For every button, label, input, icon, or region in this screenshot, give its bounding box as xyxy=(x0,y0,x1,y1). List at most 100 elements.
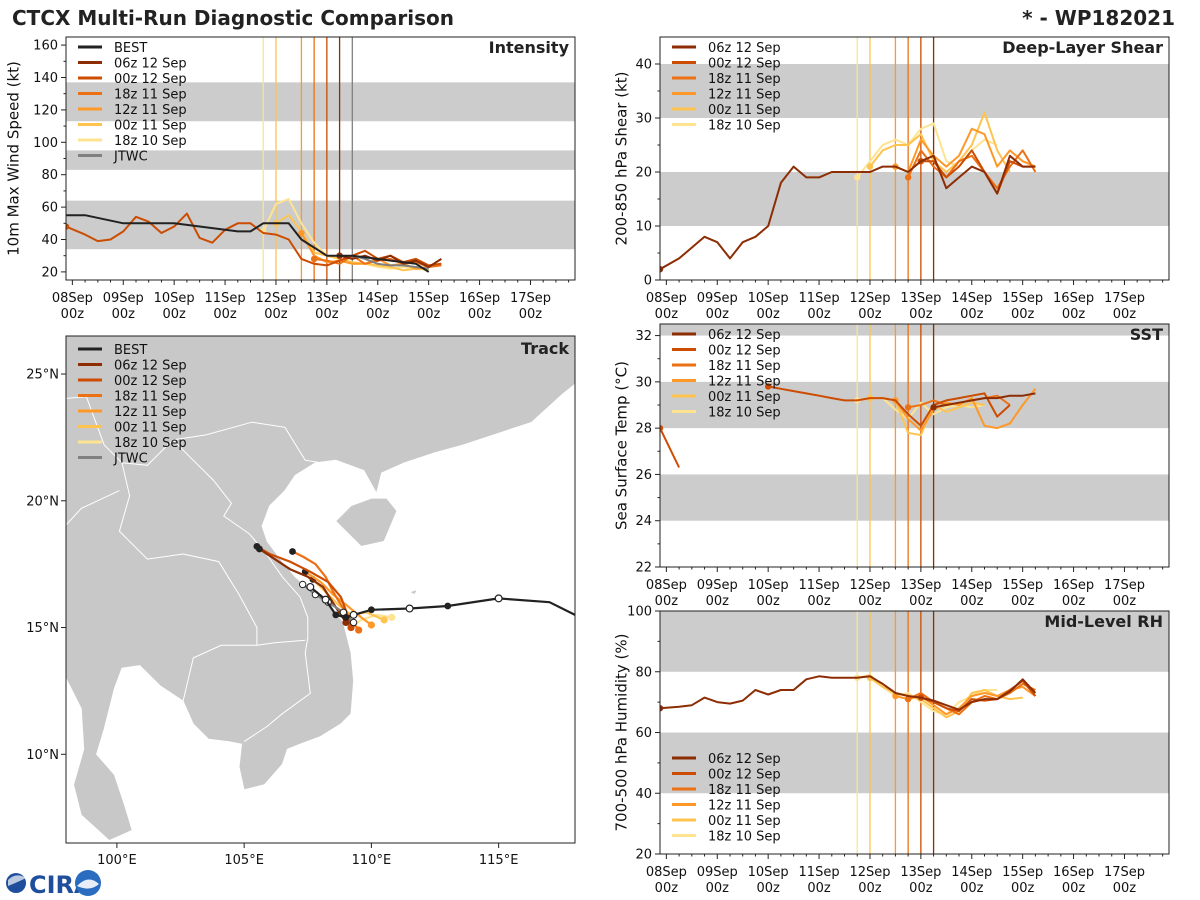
intensity-xtick-label: 16Sep xyxy=(459,291,500,306)
shear-plot-area xyxy=(660,37,1169,280)
track-legend-label-best: BEST xyxy=(114,343,147,358)
track-end-point-06z-12-sep xyxy=(256,545,263,553)
intensity-series-jtwc xyxy=(352,254,429,270)
intensity-ytick-label: 20 xyxy=(41,265,58,280)
border-cambodia xyxy=(182,639,306,702)
sst-frame xyxy=(659,323,1170,568)
intensity-legend-label-jtwc: JTWC xyxy=(113,150,148,165)
sst-xtick-label: 00z xyxy=(706,594,730,609)
track-xtick-label: 110°E xyxy=(352,853,392,868)
rh-xtick-label: 12Sep xyxy=(849,865,890,880)
intensity-ytick-label: 140 xyxy=(33,71,58,86)
track-ytick-label: 25°N xyxy=(26,368,59,383)
track-legend-label-18z-10-sep: 18z 10 Sep xyxy=(114,436,187,451)
track-best-point-hollow xyxy=(306,582,315,591)
rh-xtick-label: 00z xyxy=(1011,881,1035,896)
intensity-xtick-label: 08Sep xyxy=(52,291,93,306)
rh-xtick-label: 00z xyxy=(756,881,780,896)
intensity-xtick-label: 00z xyxy=(366,307,390,322)
shear-frame xyxy=(659,36,1170,281)
rh-title: Mid-Level RH xyxy=(1044,612,1163,631)
shear-xtick-label: 00z xyxy=(1062,307,1086,322)
sst-band xyxy=(660,474,1169,521)
shear-xtick-label: 00z xyxy=(1011,307,1035,322)
shear-xtick-label: 00z xyxy=(706,307,730,322)
track-series-12z-11-sep xyxy=(304,570,373,626)
land-mainland xyxy=(66,336,575,841)
intensity-legend-label-00z-11-sep: 00z 11 Sep xyxy=(114,119,187,134)
shear-legend-label-00z-11-sep: 00z 11 Sep xyxy=(708,103,781,118)
sst-xtick-label: 00z xyxy=(909,594,933,609)
sst-legend-label-18z-10-sep: 18z 10 Sep xyxy=(708,406,781,421)
rh-legend-label-18z-11-sep: 18z 11 Sep xyxy=(708,783,781,798)
sst-panel: 08Sep00z09Sep00z10Sep00z11Sep00z12Sep00z… xyxy=(613,323,1170,609)
intensity-band xyxy=(66,150,575,170)
sst-legend-label-18z-11-sep: 18z 11 Sep xyxy=(708,359,781,374)
sst-init-point-00z-12-sep xyxy=(764,383,772,390)
sst-xtick-label: 15Sep xyxy=(1002,578,1043,593)
track-init-point-18z-10-sep xyxy=(388,613,396,621)
rh-ytick-label: 80 xyxy=(635,665,652,680)
track-legend-label-06z-12-sep: 06z 12 Sep xyxy=(114,359,187,374)
shear-xtick-label: 10Sep xyxy=(748,291,789,306)
sst-xtick-label: 00z xyxy=(655,594,679,609)
sst-title: SST xyxy=(1130,325,1163,344)
track-best-point-hollow xyxy=(349,610,358,619)
rh-xtick-label: 11Sep xyxy=(799,865,840,880)
intensity-xtick-label: 15Sep xyxy=(408,291,449,306)
sst-series-06z-12-sep xyxy=(933,392,1036,409)
intensity-xtick-label: 11Sep xyxy=(205,291,246,306)
intensity-xtick-label: 12Sep xyxy=(255,291,296,306)
shear-legend-label-18z-10-sep: 18z 10 Sep xyxy=(708,119,781,134)
rh-legend-label-06z-12-sep: 06z 12 Sep xyxy=(708,752,781,767)
shear-legend-label-06z-12-sep: 06z 12 Sep xyxy=(708,41,781,56)
rh-init-point-12z-11-sep xyxy=(892,692,899,700)
intensity-ylabel: 10m Max Wind Speed (kt) xyxy=(5,61,23,256)
track-best-point-solid xyxy=(444,602,452,610)
sst-xtick-label: 16Sep xyxy=(1053,578,1094,593)
track-init-point-12z-11-sep xyxy=(367,621,375,629)
rh-ylabel: 700-500 hPa Humidity (%) xyxy=(613,633,631,831)
intensity-xtick-label: 00z xyxy=(61,307,85,322)
rh-legend-label-12z-11-sep: 12z 11 Sep xyxy=(708,799,781,814)
shear-init-point-18z-10-sep xyxy=(854,174,861,181)
track-series-00z-12-sep xyxy=(256,545,353,628)
sst-init-point-00z-12-sep xyxy=(660,424,664,432)
rh-init-point-06z-12-sep xyxy=(660,705,664,712)
shear-band xyxy=(660,64,1169,118)
intensity-legend-label-best: BEST xyxy=(114,41,147,56)
track-panel: 100°E 105°E 110°E 115°E 10°N 15°N 20°N 25°N Trac… xyxy=(26,335,576,868)
sst-xtick-label: 00z xyxy=(1062,594,1086,609)
track-ytick-label: 10°N xyxy=(26,748,59,763)
track-best-point-hollow xyxy=(321,595,330,604)
intensity-init-point-00z-12-sep xyxy=(66,223,70,230)
track-xtick-label: 100°E xyxy=(97,853,137,868)
intensity-xtick-label: 09Sep xyxy=(103,291,144,306)
sst-ytick-label: 24 xyxy=(635,514,652,529)
border-laos-thailand xyxy=(118,462,258,646)
intensity-init-point-12z-11-sep xyxy=(298,229,305,237)
sst-xtick-label: 12Sep xyxy=(849,578,890,593)
rh-band xyxy=(660,611,1169,672)
rh-ytick-label: 40 xyxy=(635,787,652,802)
rh-xtick-label: 08Sep xyxy=(646,865,687,880)
shear-xtick-label: 13Sep xyxy=(900,291,941,306)
sst-legend-label-06z-12-sep: 06z 12 Sep xyxy=(708,328,781,343)
track-end-point-18z-11-sep xyxy=(289,548,296,555)
sst-init-point-06z-12-sep xyxy=(930,404,937,411)
sst-band xyxy=(660,324,1169,336)
rh-band xyxy=(660,732,1169,794)
sst-xtick-label: 00z xyxy=(807,594,831,609)
sst-plot-area xyxy=(660,324,1169,567)
border-vietnam xyxy=(172,439,311,743)
intensity-xtick-label: 00z xyxy=(112,307,136,322)
rh-xtick-label: 00z xyxy=(1113,881,1137,896)
track-xtick-label: 105°E xyxy=(224,853,264,868)
intensity-xtick-label: 14Sep xyxy=(357,291,398,306)
intensity-ytick-label: 60 xyxy=(41,201,58,216)
intensity-panel: 08Sep00z09Sep00z10Sep00z11Sep00z12Sep00z… xyxy=(5,36,576,322)
shear-xtick-label: 00z xyxy=(756,307,780,322)
intensity-ytick-label: 40 xyxy=(41,233,58,248)
intensity-xtick-label: 00z xyxy=(519,307,543,322)
track-jtwc-point xyxy=(298,580,307,589)
